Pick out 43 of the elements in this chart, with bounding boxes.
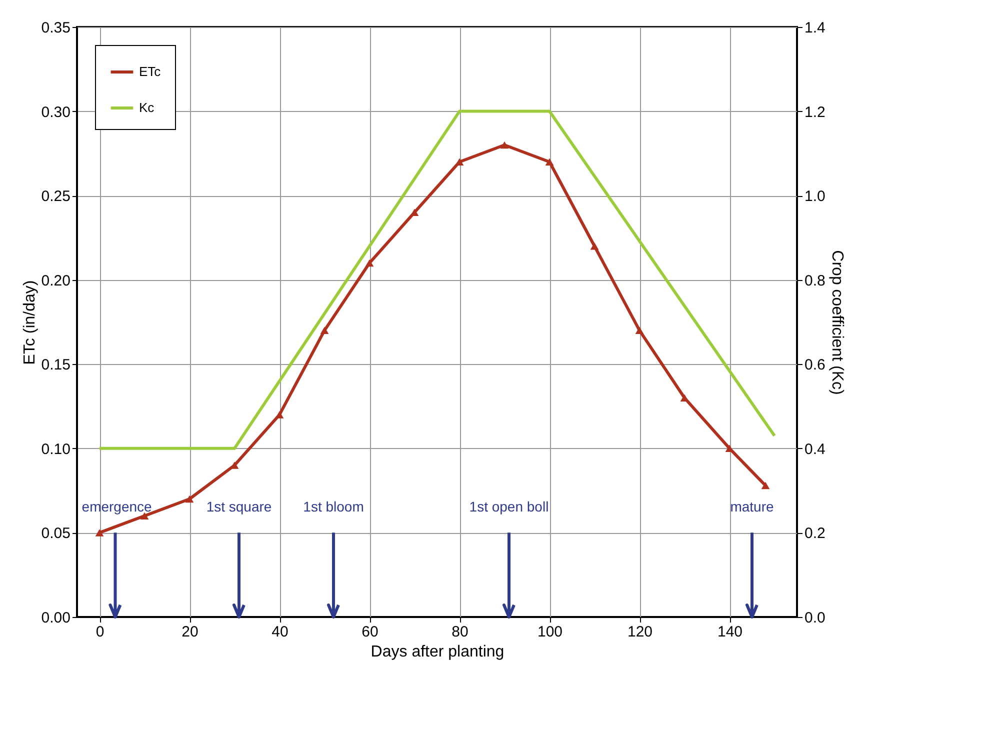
x-tick-label: 0 [96,624,104,640]
y2-tick-label: 0.8 [804,272,826,290]
ref-line-label: 1st square [206,498,272,514]
y-tick-label: 0.05 [41,525,70,542]
point [95,529,104,536]
y-tick-label: 0.25 [41,188,70,206]
point [500,141,509,149]
y2-tick-label: 0.4 [804,440,826,458]
x-tick-label: 20 [182,624,198,640]
point [545,158,554,166]
y-tick-label: 0.15 [41,356,70,374]
y-tick-label: 0.35 [41,20,70,36]
y2-tick-label: 0.2 [804,525,826,542]
x-axis-title: Days after planting [370,644,504,660]
y2-tick-label: 1.0 [804,188,826,206]
point [320,326,329,334]
y-tick-label: 0.20 [41,272,70,290]
point [185,495,194,503]
x-tick-label: 40 [272,624,288,640]
y2-tick-label: 1.4 [804,20,826,36]
ref-line-label: mature [730,498,774,514]
x-tick-label: 80 [452,624,468,640]
y-axis-title: ETc (in/day) [21,280,38,365]
legend-label: ETc [139,64,162,79]
ref-line-label: 1st bloom [303,498,364,514]
y2-axis-title: Crop coefficient (Kc) [828,250,846,395]
point [365,259,374,267]
ref-line-label: emergence [82,498,152,514]
point [590,242,599,250]
legend-label: Kc [139,100,155,115]
x-tick-label: 120 [627,624,653,640]
point [761,482,770,490]
x-tick-label: 100 [537,624,563,640]
point [635,326,644,334]
x-tick-label: 140 [717,624,743,640]
ref-line-label: 1st open boll [469,498,549,514]
y2-tick-label: 1.2 [804,104,826,121]
y2-tick-label: 0.0 [804,610,826,626]
x-tick-label: 60 [362,624,378,640]
y-tick-label: 0.30 [41,104,70,121]
y-tick-label: 0.10 [41,440,70,458]
y-tick-label: 0.00 [41,610,70,626]
y2-tick-label: 0.6 [804,356,826,374]
